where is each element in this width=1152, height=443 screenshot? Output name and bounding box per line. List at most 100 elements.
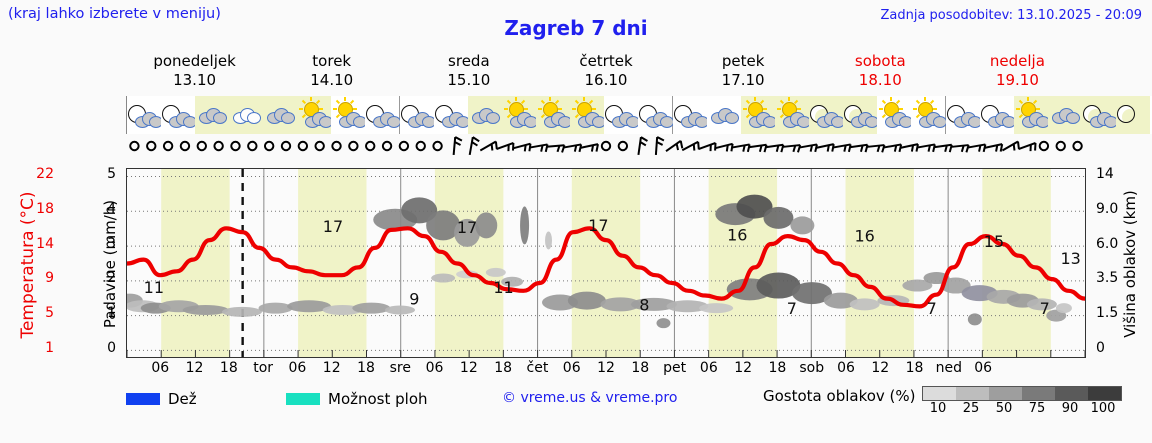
cloud-icon <box>468 100 502 130</box>
wind-calm-icon <box>415 140 426 152</box>
moon-cloud-icon <box>400 100 436 130</box>
wind-calm-icon <box>398 140 410 152</box>
cloud-density-legend: Gostota oblakov (%) 10 25 50 75 90 100 <box>763 386 1122 416</box>
weather-icon-cell <box>263 96 297 134</box>
wind-barb-icon <box>883 143 903 153</box>
weather-icon-cell <box>161 96 197 134</box>
weather-icon-cell <box>468 96 502 134</box>
cloud-puff <box>725 112 739 124</box>
cloud-density-blob <box>699 303 734 314</box>
weather-icon-cell <box>946 96 982 134</box>
cloud-density-blob <box>401 197 438 224</box>
weather-icon-cell <box>843 96 879 134</box>
x-axis-label: 18 <box>905 360 924 376</box>
weather-icon-cell <box>775 96 811 134</box>
sun-ray <box>520 99 526 105</box>
wind-calm-icon <box>365 140 376 152</box>
x-axis-label: 06 <box>699 360 718 376</box>
sun-ray <box>524 108 528 110</box>
cloud-density-blob <box>567 291 606 310</box>
cloud-density-blob <box>221 306 262 317</box>
wind-barb-icon <box>698 141 717 152</box>
day-date: 19.10 <box>995 71 1039 89</box>
weather-icon-cell <box>229 96 263 134</box>
wind-calm-icon <box>196 140 207 152</box>
sun-ray <box>333 108 337 110</box>
moon-cloud-icon <box>1082 100 1118 130</box>
cloud-density-blob <box>967 313 982 326</box>
sun-ray <box>754 97 756 101</box>
cloud-density-blob <box>545 231 553 250</box>
icon-day-ponedeljek <box>127 96 401 134</box>
cloud-density-bar <box>1087 387 1121 400</box>
cloud-density-blob <box>940 277 971 294</box>
wind-calm-icon <box>179 140 191 152</box>
day-name: sobota <box>854 52 906 70</box>
sun-ray <box>353 108 357 110</box>
meteogram-plot[interactable]: 17 17 17 16 16 15 13 11 11 9 8 7 7 7 <box>126 168 1086 358</box>
daily-max-temperature-label: 17 <box>323 217 343 236</box>
weather-icon-cell <box>502 96 538 134</box>
sun-ray <box>1027 97 1029 101</box>
axis-tick-label: 4 <box>107 200 116 217</box>
cloud-density-step-label: 50 <box>995 401 1013 416</box>
cloud-density-bar <box>1021 387 1055 400</box>
cloud-density-blob <box>756 272 801 299</box>
showers-color-swatch <box>286 393 320 405</box>
day-name: ponedeljek <box>153 52 236 70</box>
sun-ray <box>572 108 576 110</box>
wind-barb-icon <box>782 144 802 153</box>
wind-calm-icon <box>263 140 275 152</box>
cloud-density-blob <box>520 206 530 245</box>
x-axis-label: čet <box>526 360 549 376</box>
wind-barb-icon <box>1001 140 1020 152</box>
wind-calm-icon <box>314 140 325 152</box>
moon-cloud-icon <box>127 100 163 130</box>
cloud-density-bar <box>922 387 956 400</box>
icon-day-torek <box>400 96 674 134</box>
moon-cloud-icon <box>843 100 879 130</box>
axis-tick-label: 0 <box>1096 340 1105 356</box>
wind-barb-icon <box>832 143 852 153</box>
daily-max-temperature-label: 16 <box>854 226 874 245</box>
wind-calm-icon <box>381 140 393 152</box>
axis-tick-label: 6.0 <box>1096 235 1119 252</box>
wind-barb-icon <box>967 143 987 153</box>
copyright-link[interactable]: © vreme.us & vreme.pro <box>502 390 678 406</box>
day-name: četrtek <box>579 52 633 70</box>
weather-icon-cell <box>604 96 640 134</box>
day-date: 18.10 <box>858 71 902 89</box>
day-name: nedelja <box>989 52 1045 70</box>
wind-calm-icon <box>331 140 342 152</box>
wind-calm-icon <box>1072 140 1083 152</box>
page-title: Zagreb 7 dni <box>504 16 648 40</box>
location-menu-note[interactable]: (kraj lahko izberete v meniju) <box>8 6 221 22</box>
sun-ray <box>538 108 542 110</box>
x-axis-label: ned <box>935 360 963 376</box>
cloud-density-bar <box>955 387 989 400</box>
wind-barb-icon <box>1018 141 1037 152</box>
moon-cloud-icon <box>365 100 401 130</box>
sun-cloud-icon <box>297 97 333 130</box>
sun-cloud-icon <box>911 97 947 130</box>
weather-icon-cell <box>127 96 163 134</box>
cloud-icon <box>263 100 297 130</box>
x-axis-label: 18 <box>219 360 238 376</box>
axis-tick-label: 1 <box>45 340 54 356</box>
cloud-density-blob <box>287 300 332 313</box>
wind-barb-strip <box>126 134 1086 162</box>
cloud-density-blob <box>485 267 506 277</box>
day-date: 13.10 <box>173 71 217 89</box>
legend-item-showers: Možnost ploh <box>286 390 428 408</box>
weather-icon-cell <box>331 96 367 134</box>
axis-tick-label: 1.5 <box>1096 305 1119 322</box>
x-axis-label: 12 <box>871 360 890 376</box>
sun-ray <box>924 97 926 101</box>
x-axis-label: 18 <box>768 360 787 376</box>
wind-calm-icon <box>146 140 157 152</box>
cloud-density-bar <box>1054 387 1088 400</box>
wind-barb-icon <box>637 136 648 156</box>
moon-cloud-icon <box>980 100 1016 130</box>
day-date: 17.10 <box>721 71 765 89</box>
sun-ray <box>793 99 799 105</box>
